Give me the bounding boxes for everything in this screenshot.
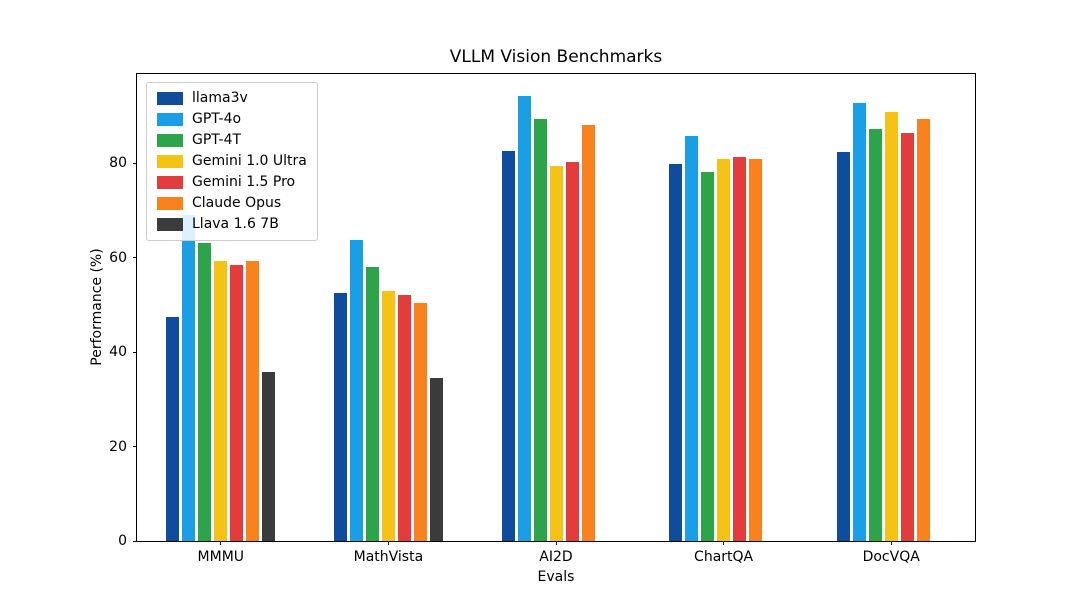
bar-gemini-1-0-ultra-mathvista [381,290,395,541]
x-tick-mark [387,541,389,545]
bar-gpt-4t-chartqa [701,172,715,541]
x-axis-label: Evals [537,569,575,585]
y-axis-label: Performance (%) [89,248,105,366]
legend-swatch-gpt-4t [157,134,183,147]
legend-item-gpt-4t: GPT-4T [157,132,307,149]
y-tick-label: 60 [109,249,127,266]
legend-item-gpt-4o: GPT-4o [157,111,307,128]
legend-item-llava-1-6-7b: Llava 1.6 7B [157,216,307,233]
legend-label: Gemini 1.0 Ultra [192,153,307,169]
bar-llama3v-ai2d [501,151,515,541]
y-tick-mark [133,540,137,542]
x-tick-label-docvqa: DocVQA [862,549,920,565]
legend-label: llama3v [192,90,248,106]
x-tick-mark [555,541,557,545]
bar-gpt-4t-mathvista [365,266,379,541]
bar-gemini-1-0-ultra-chartqa [717,159,731,541]
y-tick-label: 20 [109,438,127,455]
legend-item-llama3v: llama3v [157,90,307,107]
bar-gpt-4o-ai2d [517,96,531,541]
bar-claude-opus-mathvista [413,302,427,541]
bar-gemini-1-0-ultra-ai2d [549,165,563,541]
legend-label: Gemini 1.5 Pro [192,174,296,190]
bar-claude-opus-mmmu [246,260,260,541]
y-tick-mark [133,351,137,353]
bar-gemini-1-5-pro-mathvista [397,295,411,541]
legend-label: GPT-4T [192,132,242,148]
bar-gpt-4t-ai2d [533,118,547,541]
legend-label: GPT-4o [192,111,242,127]
y-tick-mark [133,257,137,259]
x-tick-label-chartqa: ChartQA [694,549,754,565]
y-tick-label: 40 [109,344,127,361]
y-tick-mark [133,446,137,448]
legend-swatch-llava-1-6-7b [157,218,183,231]
bar-gemini-1-5-pro-mmmu [230,264,244,541]
bar-gpt-4t-docvqa [868,129,882,541]
legend-swatch-gemini-1-5-pro [157,176,183,189]
y-tick-label: 80 [109,155,127,172]
plot-area: llama3v GPT-4o GPT-4T Gemini 1.0 Ultra Gemin… [109,73,976,565]
bar-gpt-4o-docvqa [852,102,866,541]
legend-swatch-gpt-4o [157,113,183,126]
legend-item-gemini-1-5-pro: Gemini 1.5 Pro [157,174,307,191]
y-tick-label: 0 [118,533,127,549]
bar-claude-opus-ai2d [581,125,595,541]
legend: llama3v GPT-4o GPT-4T Gemini 1.0 Ultra Gemin… [146,82,318,241]
chart-title: VLLM Vision Benchmarks [449,47,663,67]
bar-llava-1-6-7b-mathvista [429,377,443,541]
y-tick-mark [133,162,137,164]
bar-claude-opus-chartqa [749,159,763,541]
legend-label: Llava 1.6 7B [192,216,279,232]
bar-llama3v-mathvista [333,292,347,541]
x-tick-mark [890,541,892,545]
bar-gemini-1-5-pro-chartqa [733,157,747,541]
bar-llava-1-6-7b-mmmu [262,371,276,541]
x-tick-label-ai2d: AI2D [539,549,573,565]
bar-gemini-1-0-ultra-mmmu [214,260,228,541]
bar-gpt-4o-chartqa [685,136,699,541]
bar-claude-opus-docvqa [916,119,930,541]
legend-swatch-llama3v [157,92,183,105]
legend-swatch-gemini-1-0-ultra [157,155,183,168]
legend-swatch-claude-opus [157,197,183,210]
legend-item-gemini-1-0-ultra: Gemini 1.0 Ultra [157,153,307,170]
x-tick-label-mathvista: MathVista [353,549,424,565]
bar-llama3v-chartqa [669,164,683,541]
bar-gemini-1-0-ultra-docvqa [884,111,898,541]
bar-gpt-4o-mathvista [349,239,363,541]
bar-gpt-4t-mmmu [198,243,212,541]
bar-gemini-1-5-pro-ai2d [565,161,579,541]
legend-item-claude-opus: Claude Opus [157,195,307,212]
bar-llama3v-docvqa [836,152,850,541]
bar-llama3v-mmmu [166,316,180,541]
x-tick-mark [220,541,222,545]
legend-label: Claude Opus [192,195,282,211]
x-tick-mark [723,541,725,545]
bar-gpt-4o-mmmu [182,214,196,541]
bar-gemini-1-5-pro-docvqa [900,132,914,541]
x-tick-label-mmmu: MMMU [197,549,245,565]
